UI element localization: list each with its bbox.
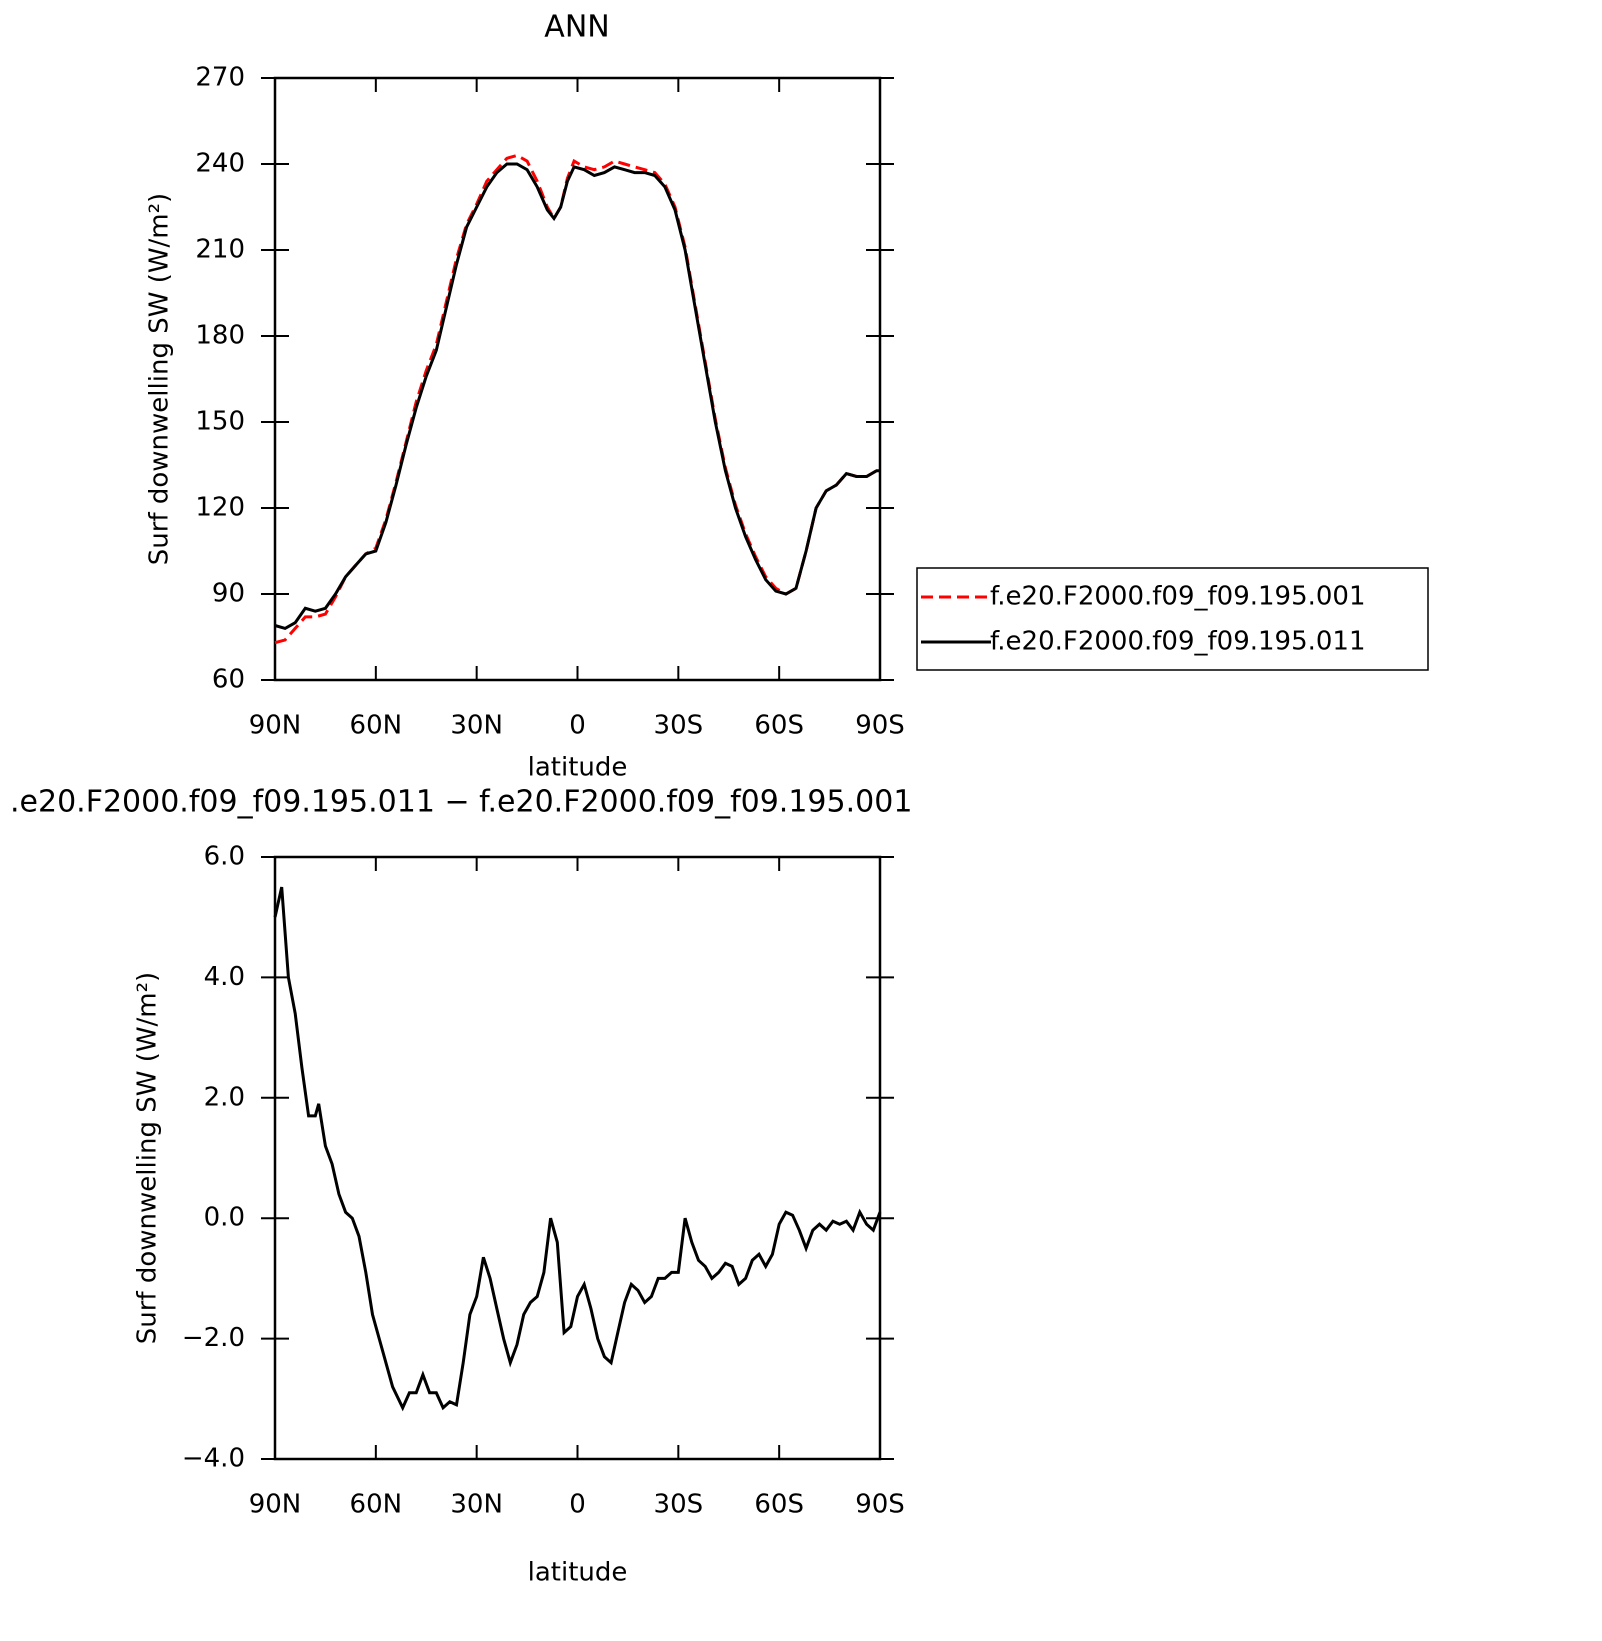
x-tick-label: 30N	[450, 711, 503, 741]
y-tick-label: 120	[195, 493, 245, 523]
x-tick-label: 30N	[450, 1490, 503, 1520]
x-tick-label: 0	[569, 1490, 586, 1520]
y-tick-label: 240	[195, 149, 245, 179]
y-tick-label: 6.0	[204, 842, 245, 872]
chart-title: ANN	[544, 10, 609, 45]
y-tick-label: −4.0	[182, 1444, 245, 1474]
x-tick-label: 90S	[855, 1490, 905, 1520]
y-tick-label: 60	[212, 665, 245, 695]
y-axis-label: Surf downwelling SW (W/m²)	[145, 193, 175, 565]
x-axis-label: latitude	[528, 753, 628, 783]
series-line	[274, 162, 880, 631]
x-tick-label: 90N	[249, 711, 302, 741]
x-tick-label: 60S	[754, 711, 804, 741]
x-tick-label: 60S	[754, 1490, 804, 1520]
x-tick-label: 30S	[654, 1490, 704, 1520]
legend-label: f.e20.F2000.f09_f09.195.001	[990, 582, 1366, 612]
chart-title: .e20.F2000.f09_f09.195.011 − f.e20.F2000…	[10, 785, 912, 820]
y-tick-label: 4.0	[204, 962, 245, 992]
legend-label: f.e20.F2000.f09_f09.195.011	[990, 627, 1366, 657]
y-tick-label: 180	[195, 321, 245, 351]
x-tick-label: 90S	[855, 711, 905, 741]
x-tick-label: 60N	[350, 1490, 403, 1520]
plot-frame	[273, 855, 882, 1461]
series-line	[273, 886, 882, 1412]
x-tick-label: 0	[569, 711, 586, 741]
series-line	[274, 153, 880, 645]
y-tick-label: 210	[195, 235, 245, 265]
x-tick-label: 60N	[350, 711, 403, 741]
x-axis-label: latitude	[528, 1558, 628, 1588]
plot-frame	[273, 76, 882, 682]
legend-box	[916, 567, 1429, 671]
y-tick-label: 0.0	[204, 1203, 245, 1233]
y-tick-label: 2.0	[204, 1082, 245, 1112]
x-tick-label: 90N	[249, 1490, 302, 1520]
y-tick-label: 150	[195, 407, 245, 437]
y-tick-label: −2.0	[182, 1323, 245, 1353]
x-tick-label: 30S	[654, 711, 704, 741]
y-axis-label: Surf downwelling SW (W/m²)	[133, 972, 163, 1344]
y-tick-label: 90	[212, 579, 245, 609]
y-tick-label: 270	[195, 63, 245, 93]
